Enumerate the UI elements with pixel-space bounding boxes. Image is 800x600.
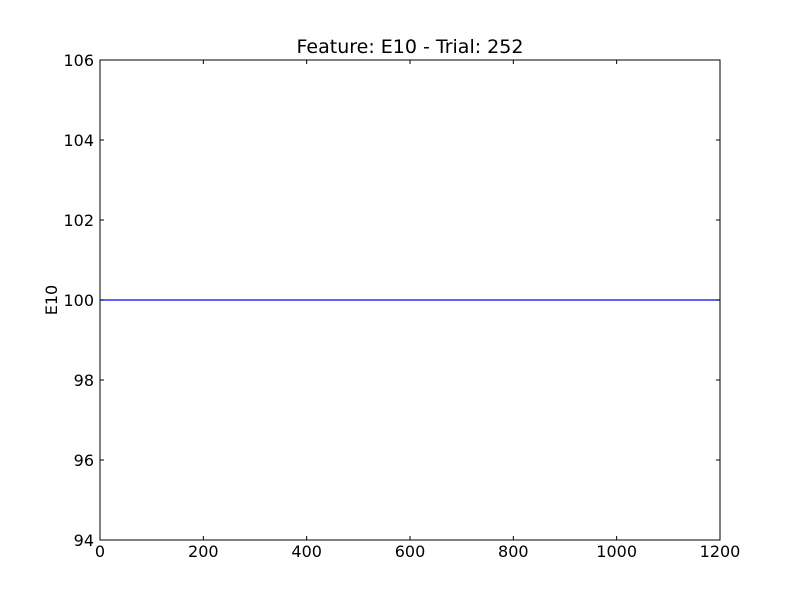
x-tick-label: 800: [498, 542, 529, 561]
y-axis-label: E10: [42, 285, 61, 315]
x-tick-label: 200: [188, 542, 219, 561]
plot-area: 0 200 400 600 800 1000 1200 94 96 98 100 102 104 106: [63, 51, 740, 561]
y-tick-label: 106: [63, 51, 94, 70]
x-tick-label: 0: [95, 542, 105, 561]
chart-title: Feature: E10 - Trial: 252: [297, 36, 524, 58]
y-tick-label: 96: [74, 451, 94, 470]
x-tick-label: 1200: [700, 542, 741, 561]
y-tick-label: 100: [63, 291, 94, 310]
x-tick-label: 600: [395, 542, 426, 561]
y-tick-label: 104: [63, 131, 94, 150]
x-tick-label: 400: [291, 542, 322, 561]
y-tick-label: 98: [74, 371, 94, 390]
x-tick-label: 1000: [596, 542, 637, 561]
y-tick-label: 102: [63, 211, 94, 230]
y-tick-label: 94: [74, 531, 94, 550]
